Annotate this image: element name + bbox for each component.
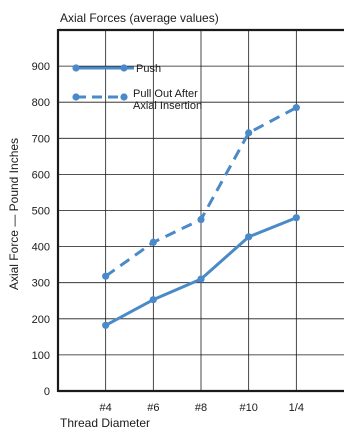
x-axis-label: Thread Diameter [60,416,150,430]
y-tick-label: 100 [32,350,50,362]
legend-swatch-point [72,64,80,72]
x-tick-label: 1/4 [289,402,304,414]
legend-item: Pull Out After Axial Insertion [72,88,202,112]
plot-frame [56,28,344,393]
y-tick-label: 0 [44,386,50,398]
legend-swatch-point [72,93,80,101]
x-tick-label: #4 [100,402,112,414]
x-tick-labels: #4 #6 #8 #10 1/4 [100,402,304,414]
series-pull-out [102,104,300,280]
y-tick-labels: 0 100 200 300 400 500 600 700 800 900 [32,61,50,398]
grid-lines [58,30,344,391]
legend-label: Push [136,63,161,75]
data-point [149,296,157,304]
data-point [245,129,253,137]
data-point [197,215,205,224]
y-tick-label: 200 [32,314,50,326]
chart-title: Axial Forces (average values) [60,11,219,25]
data-point [292,214,300,222]
series-lines [102,104,300,329]
y-tick-label: 400 [32,242,50,254]
x-tick-label: #10 [239,402,257,414]
series-push [102,214,300,329]
legend-item: Push [72,63,161,75]
x-tick-label: #6 [147,402,159,414]
legend-label: Pull Out After Axial Insertion [133,88,202,112]
y-tick-label: 800 [32,97,50,109]
legend: Push Pull Out After Axial Insertion [72,63,202,112]
y-tick-label: 600 [32,169,50,181]
data-point [149,238,157,246]
data-point [245,233,253,241]
y-tick-label: 500 [32,206,50,218]
data-point [102,321,110,329]
data-point [197,275,205,283]
x-tick-label: #8 [195,402,207,414]
y-tick-label: 900 [32,61,50,73]
data-point [102,272,110,280]
y-axis-label: Axial Force — Pound Inches [7,138,21,290]
legend-swatch-point [120,93,128,101]
y-tick-label: 300 [32,278,50,290]
data-point [292,104,300,112]
y-tick-label: 700 [32,133,50,145]
